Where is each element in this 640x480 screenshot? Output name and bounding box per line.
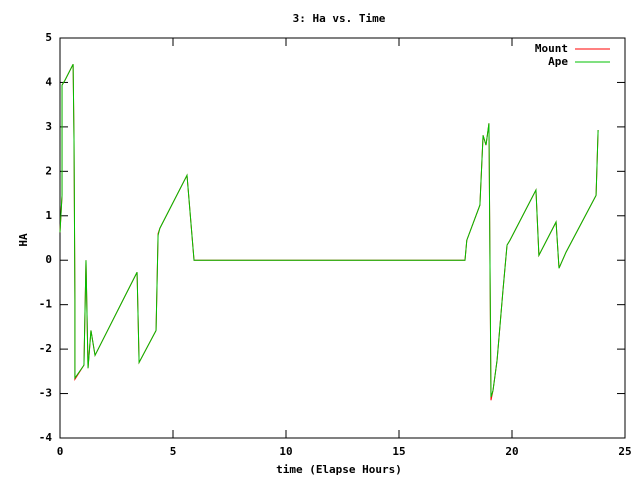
series-line [59, 63, 599, 398]
y-tick-label: -3 [39, 387, 52, 400]
y-tick-label: 4 [45, 75, 52, 88]
x-tick-label: 5 [170, 445, 177, 458]
legend-label: Mount [535, 42, 568, 55]
y-tick-label: 3 [45, 120, 52, 133]
y-tick-label: 5 [45, 31, 52, 44]
x-tick-label: 20 [505, 445, 518, 458]
y-tick-label: 1 [45, 209, 52, 222]
y-tick-label: -4 [39, 431, 53, 444]
y-tick-label: 2 [45, 164, 52, 177]
y-tick-label: -1 [39, 298, 53, 311]
x-axis-label: time (Elapse Hours) [276, 463, 402, 476]
legend-label: Ape [548, 55, 568, 68]
y-tick-label: 0 [45, 253, 52, 266]
chart-title: 3: Ha vs. Time [293, 12, 386, 25]
x-tick-label: 0 [57, 445, 64, 458]
y-tick-label: -2 [39, 342, 52, 355]
plot-border [59, 37, 626, 439]
x-tick-label: 25 [618, 445, 631, 458]
x-tick-label: 10 [279, 445, 292, 458]
y-axis-label: HA [17, 233, 30, 247]
x-tick-label: 15 [392, 445, 405, 458]
